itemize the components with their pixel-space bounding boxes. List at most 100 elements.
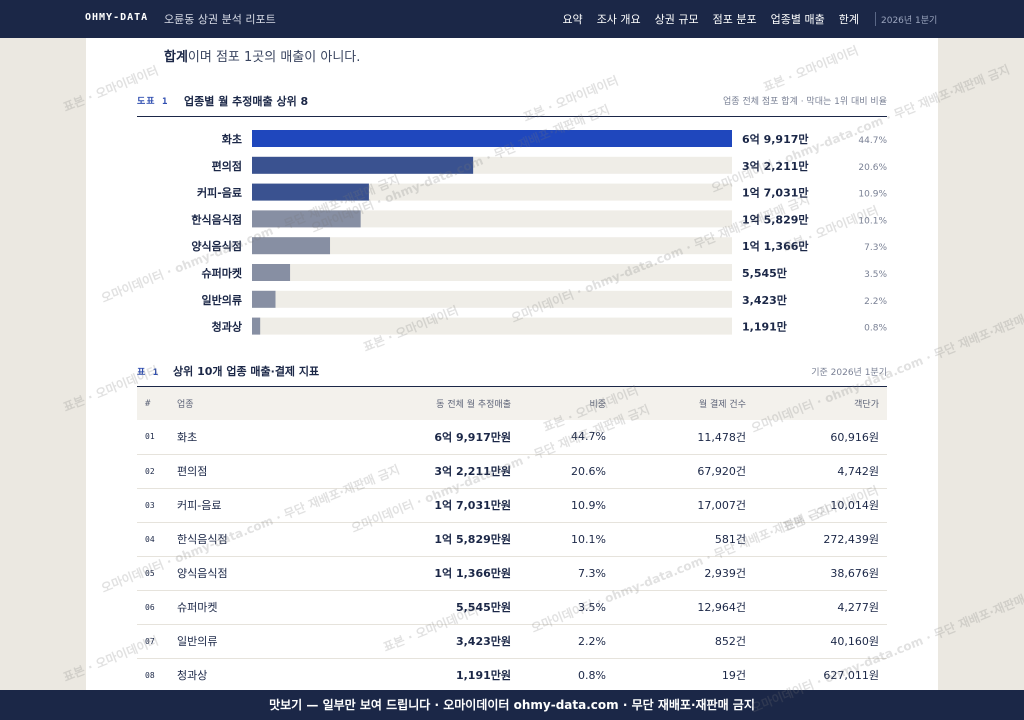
table-body: 01 화초 6억 9,917만원 44.7% 11,478건 60,916원 02 편의점 3억… [137,420,887,692]
bar-share-label: 2.2% [864,297,887,307]
col-transactions[interactable]: 월 결제 건수 [698,400,746,410]
sales-cell: 3,423만원 [455,635,511,648]
bar-share-label: 7.3% [864,243,887,253]
table-row[interactable]: 07 일반의류 3,423만원 2.2% 852건 40,160원 [137,624,887,658]
table-title: 상위 10개 업종 매출·결제 지표 [173,365,320,378]
share-cell: 20.6% [571,464,606,478]
avg-spend-cell: 38,676원 [830,567,879,580]
lead-bold: 합계 [164,50,188,65]
bar-value[interactable] [252,290,276,308]
bar-share-label: 3.5% [864,270,887,280]
avg-spend-cell: 60,916원 [830,430,879,444]
transactions-cell: 17,007건 [697,499,746,512]
industry-cell: 화초 [177,430,198,444]
section-nav: 요약 조사 개요 상권 규모 점포 분포 업종별 매출 한계 [562,11,859,27]
bar-category-label: 편의점 [212,159,242,173]
col-monthly-sales[interactable]: 동 전체 월 추정매출 [436,400,511,410]
figure-label: 도표 1 [137,97,169,107]
bar-value-label: 1억 1,366만 [742,239,809,253]
share-cell: 2.2% [578,634,606,648]
bar-value-label: 6억 9,917만 [742,132,809,146]
rank-cell: 01 [145,432,155,442]
rank-cell: 05 [145,568,155,578]
avg-spend-cell: 272,439원 [823,533,879,546]
bar-track [252,210,732,228]
table-row[interactable]: 05 양식음식점 1억 1,366만원 7.3% 2,939건 38,676원 [137,556,887,590]
bar-track [252,264,732,281]
table-label: 표 1 [137,368,160,378]
share-cell: 3.5% [578,600,606,614]
industry-cell: 양식음식점 [177,567,228,580]
bar-value[interactable] [252,210,361,228]
bar-value[interactable] [252,264,291,281]
bar-category-label: 한식음식점 [191,212,242,226]
sales-cell: 1억 5,829만원 [434,533,511,546]
bar-category-label: 청과상 [212,320,242,334]
bar-share-label: 20.6% [858,163,887,173]
top-navigation-bar: OHMY-DATA 오륜동 상권 분석 리포트 요약 조사 개요 상권 규모 점… [0,0,1024,38]
col-share[interactable]: 비중 [589,400,606,410]
sales-cell: 3억 2,211만원 [434,465,511,478]
table-row[interactable]: 06 슈퍼마켓 5,545만원 3.5% 12,964건 4,277원 [137,590,887,624]
col-industry[interactable]: 업종 [177,400,194,410]
sales-cell: 1억 1,366만원 [434,567,511,580]
figure-header: 도표 1 업종별 월 추정매출 상위 8 업종 전체 점포 합계 · 막대는 1… [137,92,887,117]
nav-divider [875,12,876,26]
rank-cell: 04 [145,534,155,544]
figure-title: 업종별 월 추정매출 상위 8 [184,95,309,108]
avg-spend-cell: 4,742원 [837,465,879,478]
avg-spend-cell: 627,011원 [823,669,879,682]
sales-cell: 1억 7,031만원 [434,499,511,512]
bar-category-label: 커피-음료 [197,186,242,200]
transactions-cell: 12,964건 [697,601,746,614]
sales-cell: 6억 9,917만원 [434,430,511,444]
bar-value-label: 3억 2,211만 [742,159,809,173]
bar-value[interactable] [252,156,474,174]
rank-cell: 08 [145,670,155,680]
share-cell: 44.7% [571,430,606,444]
nav-item-sales-by-industry[interactable]: 업종별 매출 [770,13,825,26]
share-cell: 10.1% [571,532,606,546]
nav-item-summary[interactable]: 요약 [562,13,583,26]
bar-value-label: 1억 7,031만 [742,186,809,200]
bar-value[interactable] [252,317,261,335]
bar-value[interactable] [252,130,732,147]
table-row[interactable]: 04 한식음식점 1억 5,829만원 10.1% 581건 272,439원 [137,522,887,556]
transactions-cell: 11,478건 [697,430,746,444]
transactions-cell: 19건 [721,669,746,682]
table-header: 표 1 상위 10개 업종 매출·결제 지표 기준 2026년 1분기 [137,362,887,387]
table-row[interactable]: 08 청과상 1,191만원 0.8% 19건 627,011원 [137,658,887,692]
bar-value-label: 1,191만 [742,320,787,334]
industry-cell: 일반의류 [177,635,218,648]
table-row[interactable]: 03 커피-음료 1억 7,031만원 10.9% 17,007건 10,014원 [137,488,887,522]
bar-value-label: 3,423만 [742,293,787,307]
bar-share-label: 44.7% [858,136,887,146]
industry-cell: 커피-음료 [177,499,222,512]
period-label: 2026년 1분기 [881,16,938,26]
nav-item-market-size[interactable]: 상권 규모 [654,13,699,26]
bar-value[interactable] [252,183,369,201]
bar-category-label: 슈퍼마켓 [202,266,242,280]
table-row[interactable]: 01 화초 6억 9,917만원 44.7% 11,478건 60,916원 [137,420,887,454]
brand-logo[interactable]: OHMY-DATA [85,12,149,23]
col-avg-spend[interactable]: 객단가 [854,400,879,410]
lead-text: 합계이며 점포 1곳의 매출이 아니다. [164,46,360,65]
bar-track [252,183,732,201]
bar-track [252,290,732,308]
sales-bar-chart: 화초 6억 9,917만 44.7% 편의점 3억 2,211만 20.6% 커피-음료 1억… [191,130,887,335]
table-head-row: # 업종 동 전체 월 추정매출 비중 월 결제 건수 객단가 [137,387,887,420]
nav-item-overview[interactable]: 조사 개요 [596,13,641,26]
table-row[interactable]: 02 편의점 3억 2,211만원 20.6% 67,920건 4,742원 [137,454,887,488]
bar-track [252,237,732,255]
bar-category-label: 화초 [222,132,242,146]
col-rank[interactable]: # [145,398,151,409]
transactions-cell: 852건 [714,635,746,648]
nav-item-limitations[interactable]: 한계 [838,13,859,26]
bar-value[interactable] [252,237,331,255]
industry-cell: 청과상 [177,669,208,682]
sales-cell: 1,191만원 [455,669,511,682]
figure-note: 업종 전체 점포 합계 · 막대는 1위 대비 비율 [723,97,887,107]
rank-cell: 03 [145,500,155,510]
transactions-cell: 581건 [714,533,746,546]
nav-item-store-distribution[interactable]: 점포 분포 [712,13,757,26]
